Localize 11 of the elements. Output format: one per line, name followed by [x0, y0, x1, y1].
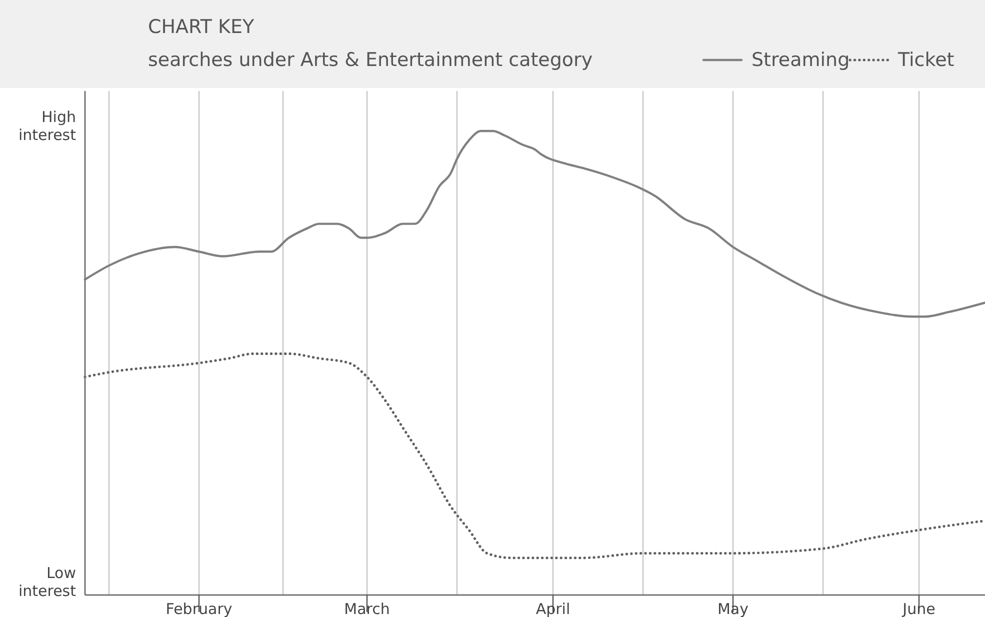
- legend-label: Streaming: [752, 49, 850, 71]
- legend-label: Ticket: [897, 49, 954, 71]
- x-tick-label: March: [344, 600, 390, 617]
- chart-subtitle: searches under Arts & Entertainment category: [148, 49, 593, 71]
- x-tick-label: May: [717, 600, 749, 617]
- chart-title: CHART KEY: [148, 16, 254, 38]
- x-tick-label: February: [166, 600, 232, 617]
- text: Low interest: [18, 564, 76, 600]
- text: High interest: [18, 108, 76, 144]
- x-tick-label: April: [536, 600, 570, 617]
- x-tick-label: June: [902, 600, 936, 617]
